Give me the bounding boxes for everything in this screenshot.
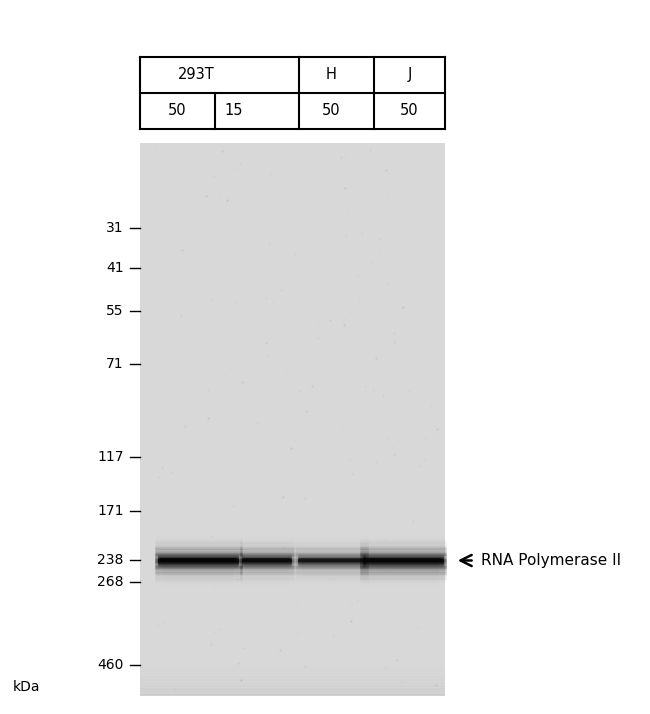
Bar: [140, 673, 445, 675]
Text: 293T: 293T: [178, 67, 215, 83]
Text: 50: 50: [322, 103, 341, 119]
Text: 41: 41: [106, 261, 124, 275]
Bar: [140, 680, 445, 683]
Bar: [140, 694, 445, 696]
Text: 15: 15: [225, 103, 243, 119]
Bar: [140, 690, 445, 692]
Text: kDa: kDa: [13, 680, 40, 694]
Bar: [140, 693, 445, 695]
Text: 171: 171: [97, 503, 124, 518]
Bar: [140, 668, 445, 670]
Bar: [140, 676, 445, 678]
Text: 31: 31: [106, 221, 124, 236]
Text: 71: 71: [106, 357, 124, 371]
Bar: [140, 683, 445, 685]
Text: RNA Polymerase II: RNA Polymerase II: [481, 553, 621, 568]
Text: 238: 238: [97, 553, 124, 568]
Text: 268: 268: [97, 575, 124, 589]
Bar: [140, 691, 445, 693]
Text: 50: 50: [168, 103, 186, 119]
Bar: [140, 667, 445, 669]
Bar: [140, 686, 445, 688]
Text: 50: 50: [400, 103, 419, 119]
Bar: [140, 678, 445, 680]
Text: 117: 117: [97, 450, 124, 464]
Bar: [140, 685, 445, 687]
Bar: [140, 665, 445, 668]
Bar: [140, 670, 445, 672]
Bar: [140, 679, 445, 681]
Bar: [140, 671, 445, 673]
Text: 55: 55: [106, 303, 124, 318]
Bar: [140, 675, 445, 677]
Bar: [140, 143, 445, 696]
Text: J: J: [408, 67, 411, 83]
Text: 460: 460: [97, 658, 124, 673]
Text: H: H: [326, 67, 337, 83]
Bar: [140, 688, 445, 690]
Bar: [140, 682, 445, 684]
